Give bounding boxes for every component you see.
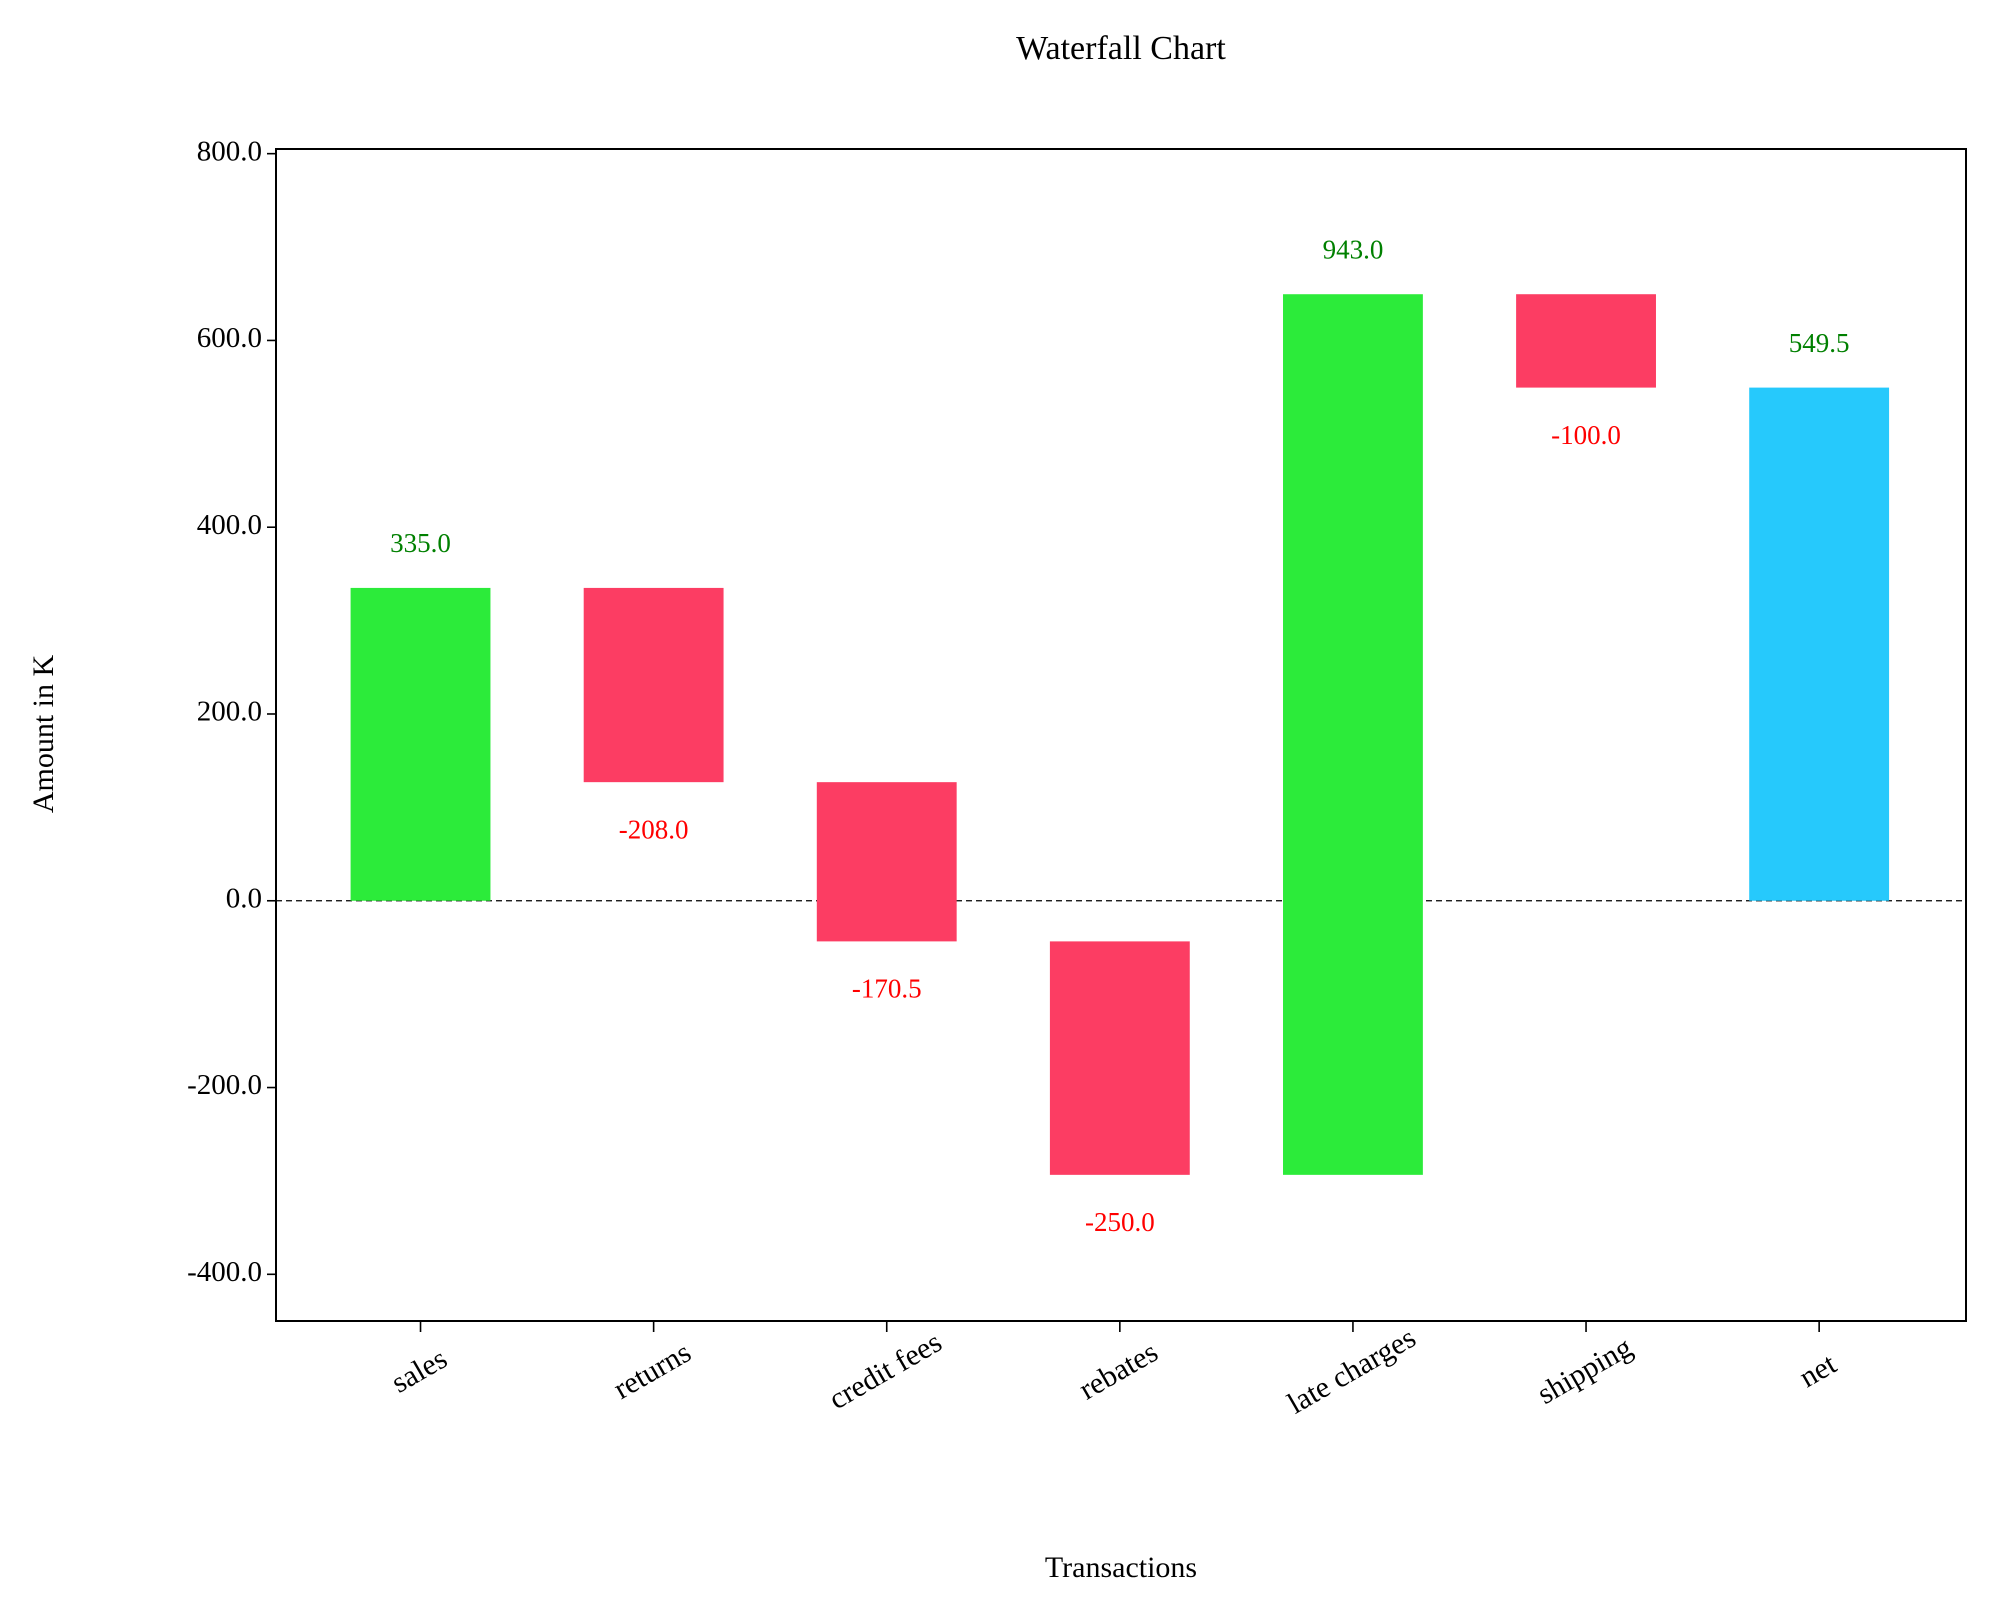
- data-label: 335.0: [390, 528, 451, 558]
- data-label: 943.0: [1323, 234, 1384, 264]
- y-tick-label: 0.0: [226, 882, 262, 914]
- y-tick-label: -400.0: [187, 1256, 262, 1288]
- x-tick-label: rebates: [1073, 1335, 1163, 1406]
- data-label: -250.0: [1085, 1207, 1155, 1237]
- bar: [1049, 941, 1190, 1175]
- y-tick-label: 400.0: [197, 509, 262, 541]
- bar: [350, 587, 491, 901]
- chart-title: Waterfall Chart: [1016, 30, 1226, 67]
- bar: [1516, 294, 1656, 388]
- bar: [1283, 294, 1423, 1175]
- bar: [816, 782, 957, 942]
- x-tick-label: net: [1794, 1347, 1843, 1394]
- plot-frame: [275, 148, 1967, 1322]
- y-axis-label: Amount in K: [27, 655, 60, 814]
- y-tick-label: 800.0: [197, 135, 262, 167]
- y-tick-label: 600.0: [197, 322, 262, 354]
- data-label: -208.0: [619, 814, 689, 844]
- data-label: -170.5: [852, 974, 922, 1004]
- y-tick-label: -200.0: [187, 1069, 262, 1101]
- x-tick-label: sales: [386, 1342, 453, 1400]
- x-tick-label: credit fees: [823, 1325, 947, 1416]
- x-axis-label: Transactions: [1045, 1551, 1197, 1584]
- bar: [583, 587, 724, 783]
- bar: [1749, 387, 1890, 901]
- x-tick-label: returns: [608, 1336, 697, 1406]
- data-label: 549.5: [1789, 328, 1850, 358]
- data-label: -100.0: [1551, 420, 1621, 450]
- y-tick-label: 200.0: [197, 696, 262, 728]
- x-tick-label: shipping: [1532, 1331, 1638, 1411]
- x-tick-label: late charges: [1282, 1321, 1421, 1421]
